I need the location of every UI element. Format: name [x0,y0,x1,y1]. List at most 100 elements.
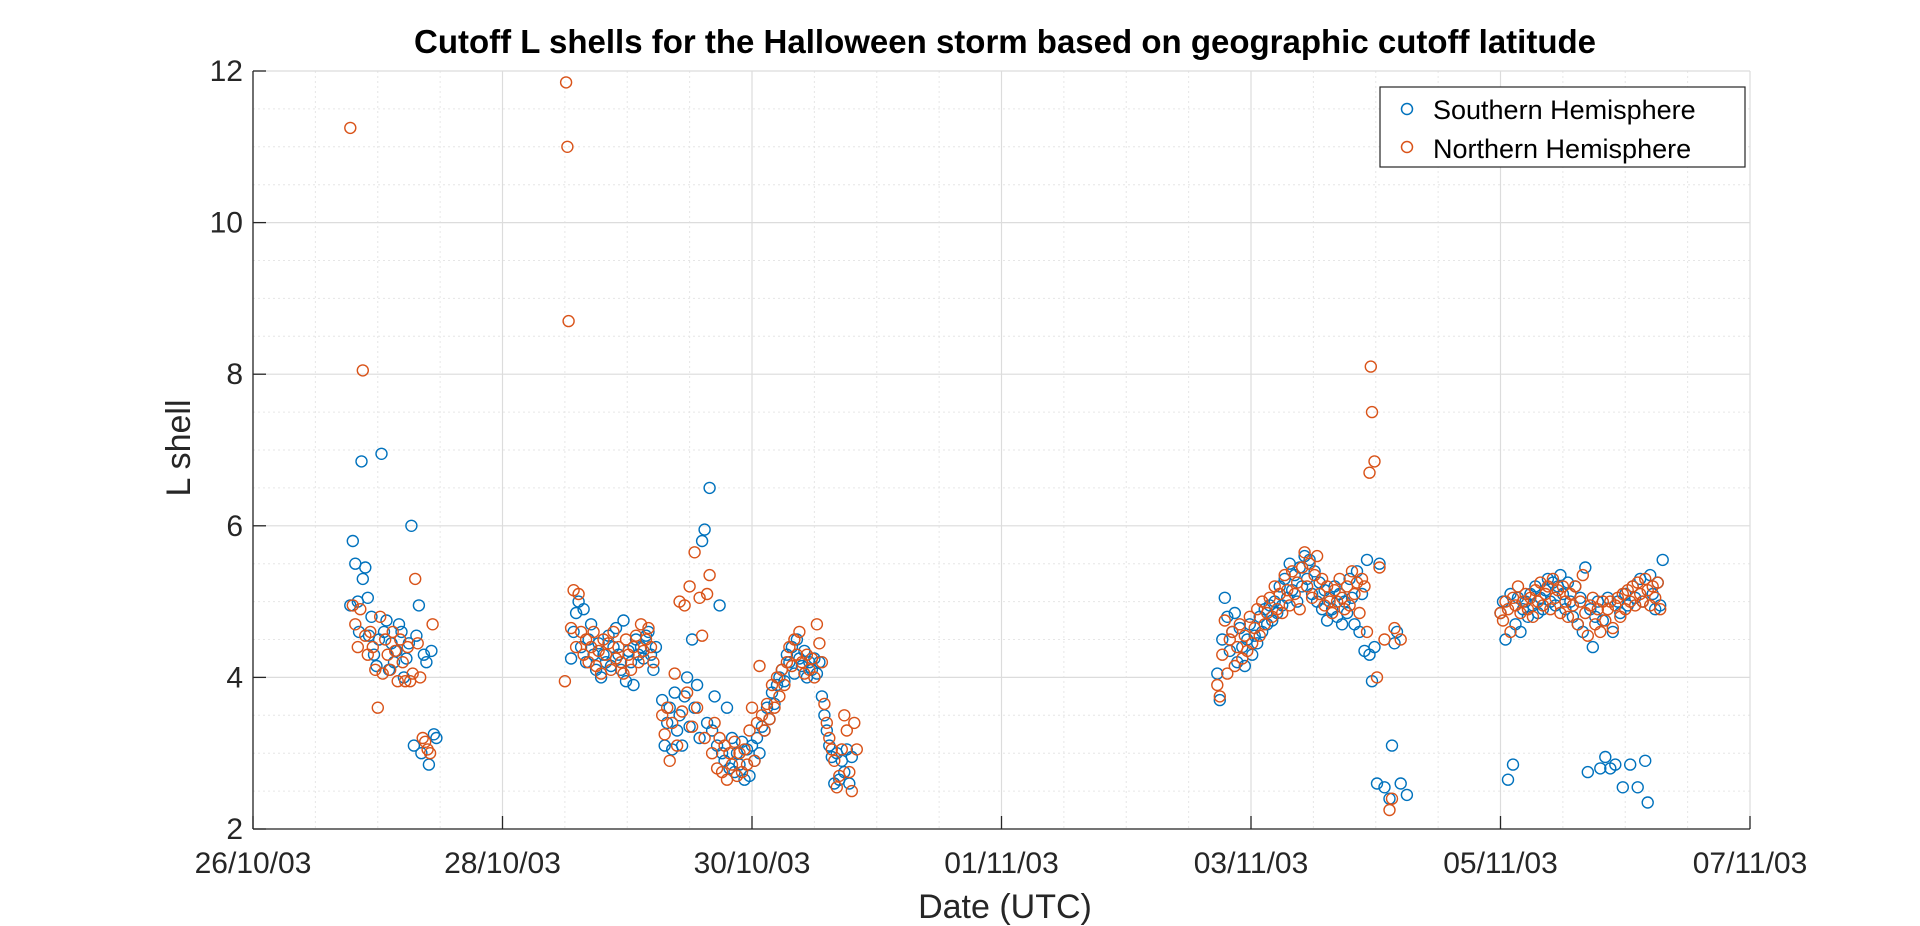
data-point [1221,610,1234,623]
data-point [708,716,721,730]
data-point [1569,580,1582,593]
data-point [1388,621,1401,635]
data-point [661,701,674,714]
data-point [371,701,384,714]
data-point [1504,625,1517,639]
data-point [351,640,364,654]
data-point [356,364,369,377]
data-point [695,534,709,548]
data-point [693,731,706,745]
data-point [1561,610,1575,623]
data-point [430,731,443,745]
data-point [723,747,736,760]
data-point [617,667,630,680]
data-point [1571,618,1585,631]
data-point [1300,580,1314,593]
data-point [415,747,428,760]
data-point [594,671,608,684]
data-point [840,724,853,737]
data-point [1310,549,1324,563]
data-point [1216,648,1229,661]
data-point [604,663,618,676]
data-point [1631,781,1644,794]
data-point [1335,591,1349,604]
data-point [725,758,739,771]
data-point [1228,659,1242,673]
data-point [758,724,771,737]
data-point [670,739,684,752]
data-point [778,675,791,688]
data-point [391,675,404,688]
data-point [1378,633,1391,646]
data-point [720,701,734,714]
data-point [793,625,806,639]
data-point [577,603,590,616]
data-point [1243,610,1257,623]
data-point [364,625,377,639]
data-point [642,621,655,635]
data-point [584,618,598,631]
data-point [365,610,378,623]
legend-box [1379,86,1746,168]
data-point [820,724,833,737]
tick-labels: 26/10/03 28/10/03 30/10/03 01/11/03 03/11/03… [195,55,1808,880]
data-point [1576,568,1590,582]
data-point [770,678,784,692]
data-point [617,614,630,627]
data-point [1353,606,1366,620]
data-point [355,455,368,468]
data-point [559,76,573,89]
data-point [612,640,625,654]
data-point [376,667,389,680]
data-point [755,709,769,722]
data-point [708,690,721,703]
series-northern [344,76,1667,817]
data-point [417,648,431,661]
data-point [1400,788,1414,802]
data-point [1360,553,1374,567]
data-point [374,610,387,623]
data-point [396,656,409,669]
data-point [1501,603,1515,616]
data-point [1554,568,1567,582]
data-point [773,690,786,703]
data-point [778,678,791,692]
data-point [1325,606,1339,620]
data-point [1290,595,1304,608]
data-point [753,659,766,673]
data-point [1494,606,1507,620]
data-point [569,606,583,620]
data-point [1633,587,1647,601]
data-point [1370,671,1384,684]
data-point [1275,606,1289,620]
data-point [690,701,704,714]
x-tick-label: 30/10/03 [694,847,811,880]
data-point [1245,637,1259,650]
data-point [845,784,858,798]
data-point [346,534,359,548]
data-point [1213,693,1227,707]
data-point [675,705,689,718]
data-point [414,671,427,684]
data-point [658,728,671,741]
x-tick-label: 05/11/03 [1443,847,1558,880]
data-point [592,644,605,658]
data-point [1373,561,1386,574]
y-axis-label: L shell [160,399,198,496]
data-point [569,640,583,654]
data-point [748,754,761,767]
data-point [624,656,638,669]
data-point [1385,792,1399,805]
data-point [713,599,726,612]
data-point [685,720,699,733]
data-point [406,667,419,680]
data-point [1373,557,1386,570]
data-point [356,572,369,586]
data-point [1295,561,1309,574]
data-point [683,580,696,593]
data-point [1536,599,1550,612]
data-point [1278,568,1291,582]
chart-title: Cutoff L shells for the Halloween storm … [414,23,1596,60]
data-point [830,781,843,794]
